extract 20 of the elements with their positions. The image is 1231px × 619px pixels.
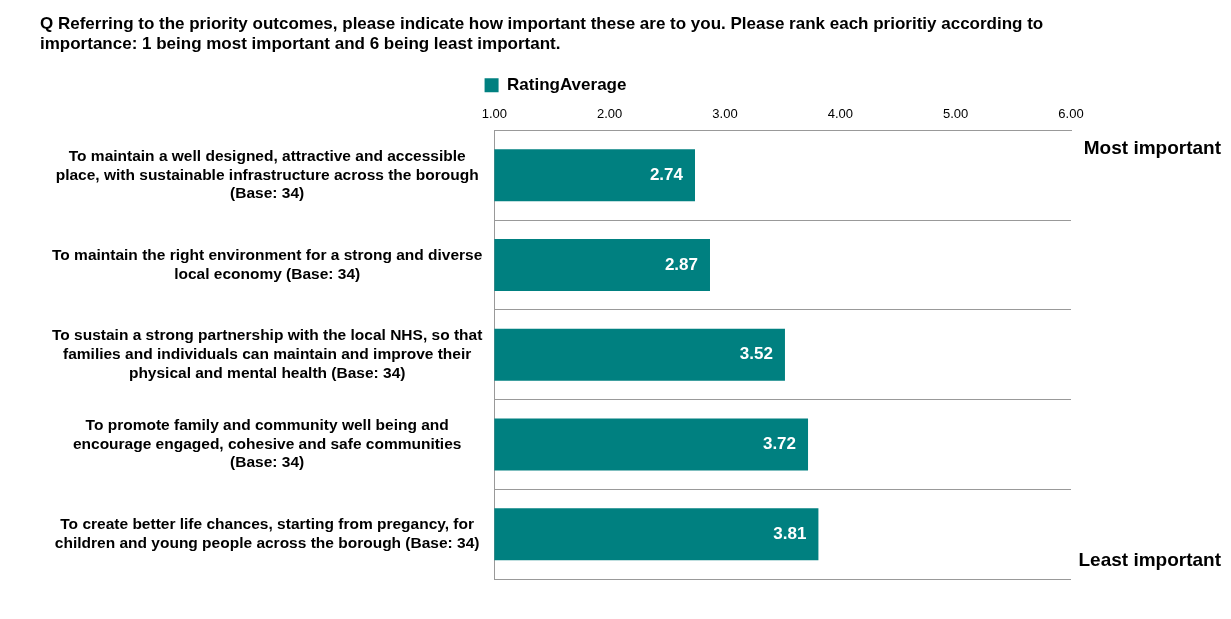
data-label: 2.87 <box>664 254 698 274</box>
data-label: 3.81 <box>773 523 807 543</box>
y-tick-label: To promote family and community well being and encourage engaged, cohesive and safe communities (Base: 34) <box>72 416 462 471</box>
y-tick-label: To create better life chances, starting from pregancy, for children and young people across the borough (Base: 34) <box>54 515 480 551</box>
data-label: 3.52 <box>739 344 773 364</box>
x-tick-label: 1.00 <box>481 106 507 122</box>
y-tick-label: To maintain a well designed, attractive and accessible place, with sustainable infrastructure across the borough (Base: 34) <box>55 146 479 202</box>
text: Most important <box>1083 136 1222 158</box>
x-tick-label: 6.00 <box>1058 106 1084 122</box>
x-tick-label: 4.00 <box>827 106 853 122</box>
x-tick-label: 3.00 <box>712 106 738 122</box>
chart-title: Q Referring to the priority outcomes, please indicate how important these are to you. Please rank each prioritiy according to importance: 1 being most important and 6 being least important. <box>40 13 1044 54</box>
data-label: 3.72 <box>762 434 797 454</box>
data-label: 2.74 <box>649 164 684 184</box>
y-tick-label: To maintain the right environment for a strong and diverse local economy (Base: 34) <box>52 245 483 282</box>
legend-label: RatingAverage <box>507 74 627 94</box>
text: Least important <box>1078 549 1222 571</box>
y-tick-label: To sustain a strong partnership with the local NHS, so that families and individuals can maintain and improve their physical and mental health (Base: 34) <box>52 326 483 381</box>
x-tick-label: 5.00 <box>943 106 969 122</box>
x-tick-label: 2.00 <box>597 106 623 122</box>
